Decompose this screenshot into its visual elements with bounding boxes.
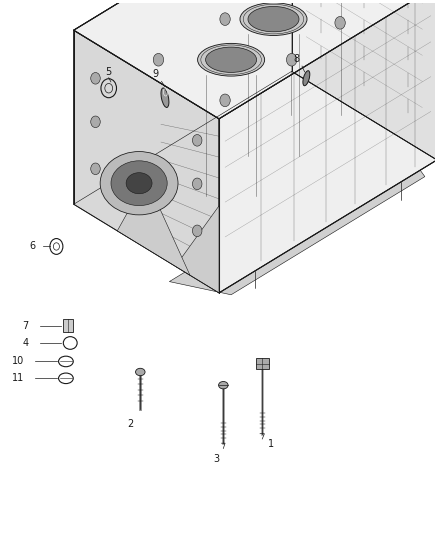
Polygon shape [74,0,437,119]
Polygon shape [117,179,190,275]
Polygon shape [175,206,219,293]
Ellipse shape [100,151,178,215]
Circle shape [192,225,202,237]
Ellipse shape [219,382,228,389]
Ellipse shape [303,71,310,86]
Circle shape [220,94,230,107]
Text: 5: 5 [106,67,112,77]
Polygon shape [74,30,219,293]
Text: 1: 1 [268,439,274,449]
Text: 8: 8 [294,54,300,64]
Polygon shape [74,0,292,204]
Ellipse shape [126,173,152,194]
Ellipse shape [198,43,265,76]
Circle shape [91,72,100,84]
Text: 9: 9 [152,69,159,79]
Text: 6: 6 [29,241,35,252]
Text: 10: 10 [12,357,25,367]
Circle shape [335,17,345,29]
Circle shape [153,53,164,66]
FancyBboxPatch shape [256,358,269,369]
Text: 4: 4 [23,338,29,348]
Text: 2: 2 [127,419,134,430]
Polygon shape [170,141,425,295]
Polygon shape [219,0,437,293]
Ellipse shape [111,161,167,206]
Ellipse shape [248,6,299,32]
Text: 11: 11 [12,373,25,383]
Circle shape [91,116,100,127]
Ellipse shape [205,47,257,72]
FancyBboxPatch shape [64,319,73,332]
Circle shape [192,134,202,146]
Circle shape [192,178,202,190]
Polygon shape [292,0,437,160]
Ellipse shape [161,88,169,108]
Circle shape [220,13,230,26]
Circle shape [91,163,100,175]
Ellipse shape [135,368,145,376]
Ellipse shape [240,3,307,36]
Circle shape [286,53,297,66]
Text: 3: 3 [214,454,220,464]
Text: 7: 7 [22,320,29,330]
